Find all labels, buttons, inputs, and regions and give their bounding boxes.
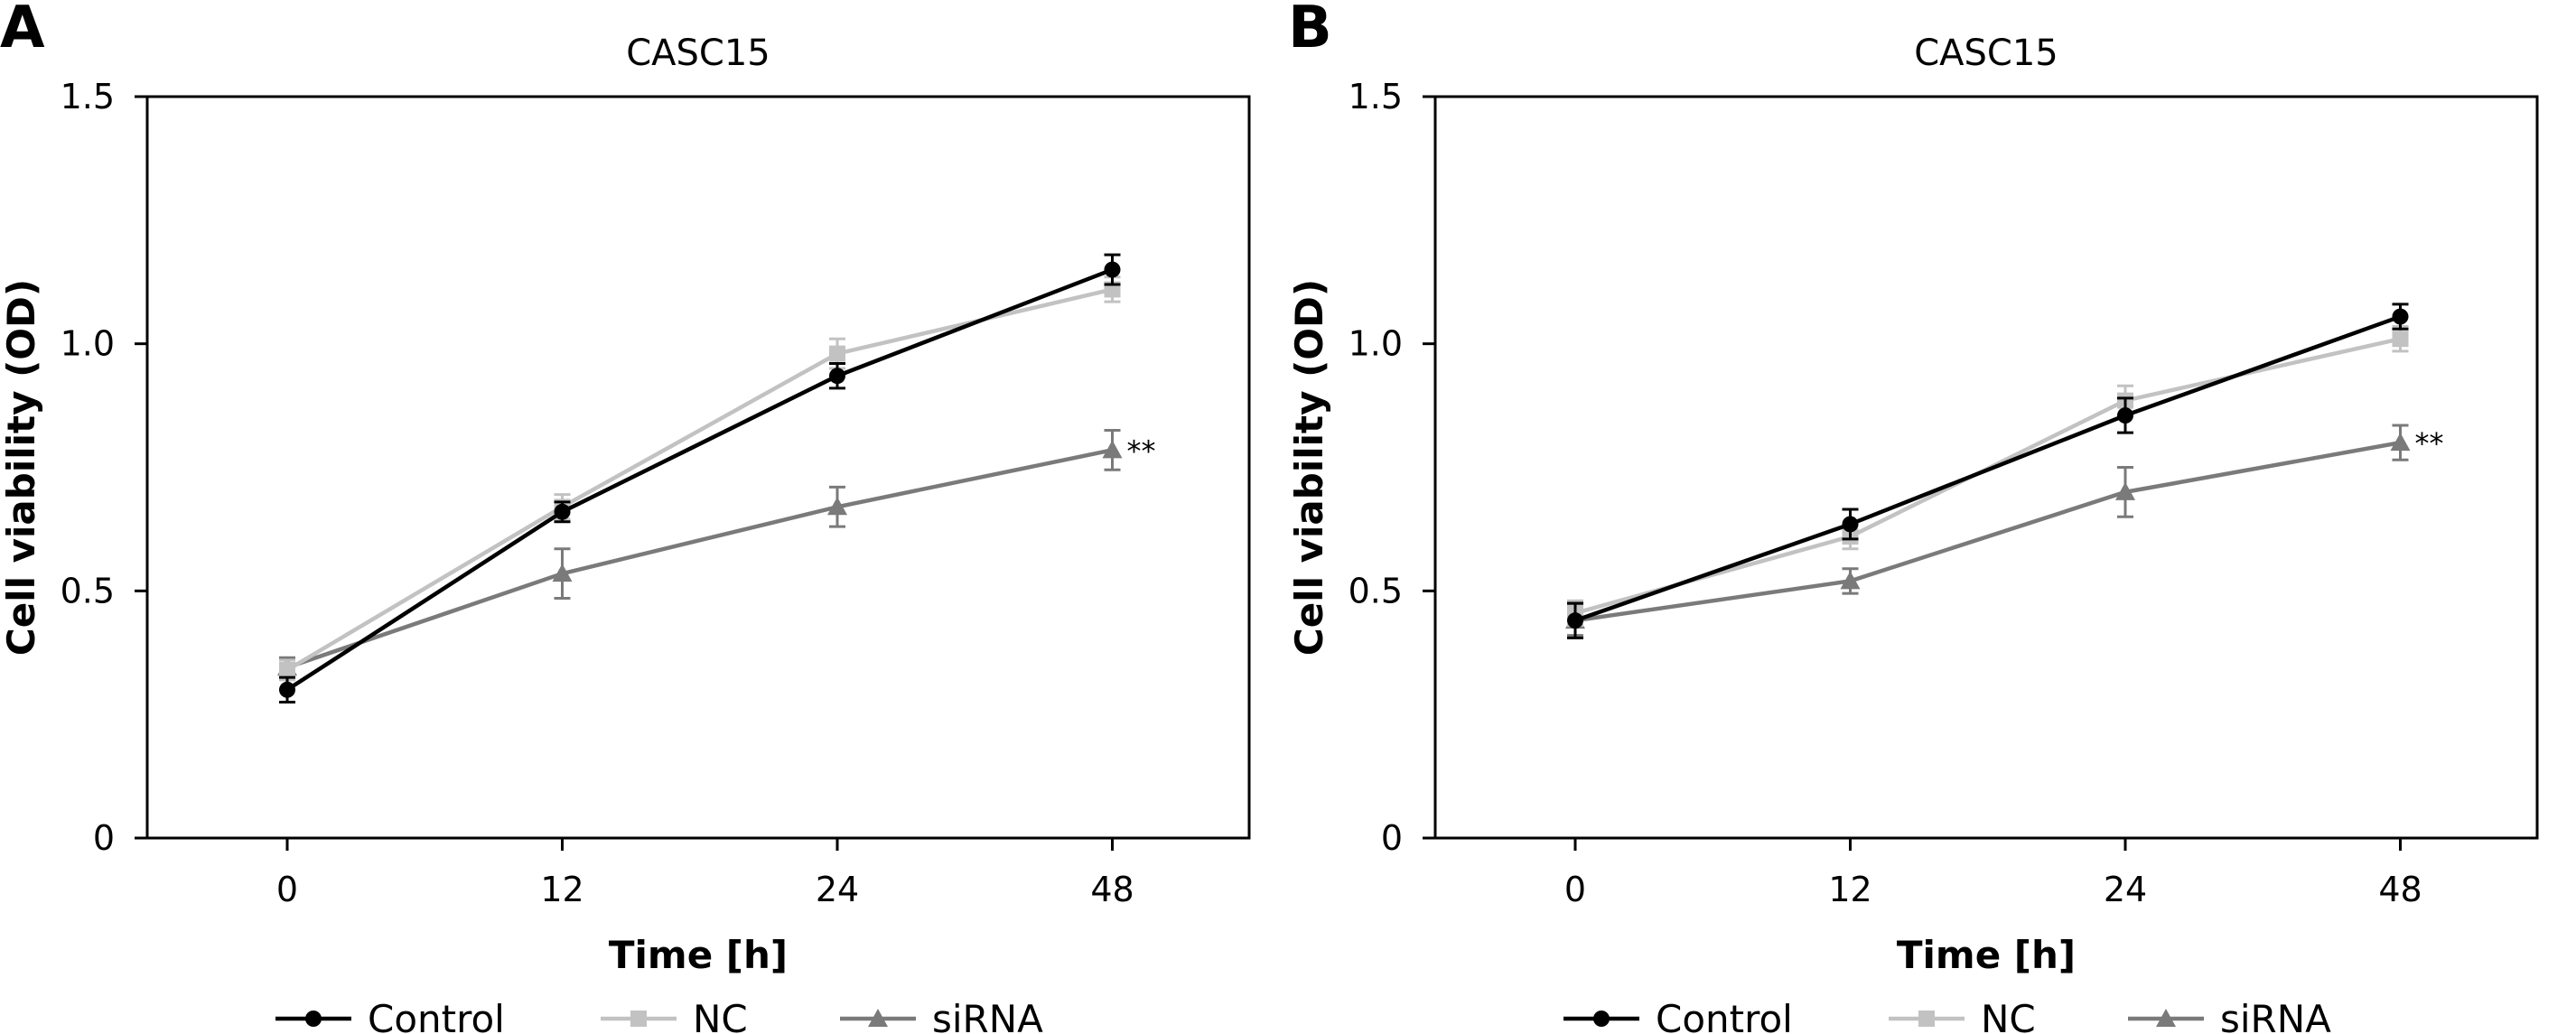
y-tick-label: 0.5 <box>61 571 115 610</box>
y-tick-label: 1.0 <box>61 324 115 364</box>
panel-letter: B <box>1288 0 1332 61</box>
chart-panel-a: A CASC15 0 0.5 1.0 1.5 0 12 24 48 Time [h] Cell via… <box>0 0 1251 1034</box>
y-tick-label: 0.5 <box>1349 571 1403 610</box>
series-line <box>285 287 1114 672</box>
series-line <box>1574 336 2401 616</box>
series-line <box>1574 440 2401 623</box>
x-axis-label: Time [h] <box>1897 933 2076 977</box>
data-point <box>829 368 845 385</box>
y-tick-label: 0 <box>93 818 115 858</box>
x-tick-label: 24 <box>2104 870 2147 909</box>
y-tick-label: 0 <box>1381 818 1403 858</box>
x-tick-label: 0 <box>1564 870 1586 909</box>
y-tick-label: 1.5 <box>61 77 115 116</box>
legend-item-control: Control <box>275 997 505 1034</box>
y-axis-label: Cell viability (OD) <box>1288 279 1331 656</box>
series-line <box>1574 314 2402 623</box>
data-point <box>279 681 295 698</box>
x-tick-label: 12 <box>540 870 583 909</box>
legend-label: siRNA <box>932 997 1043 1034</box>
significance-annotation: ** <box>2415 426 2444 461</box>
data-point <box>2392 308 2409 325</box>
series-line <box>285 267 1114 692</box>
data-point <box>2392 331 2409 348</box>
legend-marker <box>2156 1009 2176 1027</box>
legend-item-nc: NC <box>1889 997 2036 1034</box>
significance-annotation: ** <box>1127 433 1156 468</box>
legend-marker <box>305 1011 322 1027</box>
legend-item-sirna: siRNA <box>2128 997 2331 1034</box>
chart-title: CASC15 <box>1914 33 2058 74</box>
x-tick-label: 48 <box>1090 870 1134 909</box>
series-control <box>279 253 1121 703</box>
x-tick-label: 24 <box>816 870 859 909</box>
data-point <box>829 345 845 362</box>
data-point <box>1840 571 1861 590</box>
y-tick-label: 1.0 <box>1349 324 1403 364</box>
data-point <box>1102 440 1123 459</box>
plot-frame <box>1433 95 2539 840</box>
legend-marker <box>1593 1011 1610 1027</box>
data-point <box>2390 433 2411 452</box>
y-axis-label: Cell viability (OD) <box>0 279 43 656</box>
legend-marker <box>868 1009 888 1027</box>
legend-item-control: Control <box>1563 997 1793 1034</box>
data-point <box>552 564 573 582</box>
data-point <box>827 497 847 516</box>
legend-label: NC <box>1981 997 2036 1034</box>
chart-title: CASC15 <box>626 33 770 74</box>
legend-item-nc: NC <box>601 997 748 1034</box>
series-sirna <box>277 428 1123 679</box>
legend-label: NC <box>693 997 748 1034</box>
data-point <box>1842 516 1859 533</box>
legend-item-sirna: siRNA <box>840 997 1043 1034</box>
series-control <box>1567 303 2409 639</box>
legend-label: Control <box>1656 997 1793 1034</box>
x-axis-label: Time [h] <box>609 933 788 977</box>
data-point <box>1567 612 1583 629</box>
x-tick-label: 12 <box>1828 870 1871 909</box>
series-line <box>286 448 1113 670</box>
plot-frame <box>145 95 1251 840</box>
data-point <box>554 503 571 520</box>
data-point <box>2115 481 2135 500</box>
legend-label: Control <box>368 997 505 1034</box>
panel-letter: A <box>0 0 45 61</box>
data-point <box>1104 261 1121 278</box>
legend-marker <box>630 1011 647 1027</box>
y-tick-label: 1.5 <box>1349 77 1403 116</box>
series-nc <box>279 275 1121 682</box>
x-tick-label: 0 <box>276 870 298 909</box>
legend-marker <box>1918 1011 1935 1027</box>
series-sirna <box>1565 424 2411 638</box>
data-point <box>2117 407 2133 424</box>
legend-label: siRNA <box>2220 997 2331 1034</box>
x-tick-label: 48 <box>2378 870 2422 909</box>
data-point <box>279 661 295 678</box>
chart-panel-b: B CASC15 0 0.5 1.0 1.5 0 12 24 48 Time [h] Cell via… <box>1288 0 2539 1034</box>
